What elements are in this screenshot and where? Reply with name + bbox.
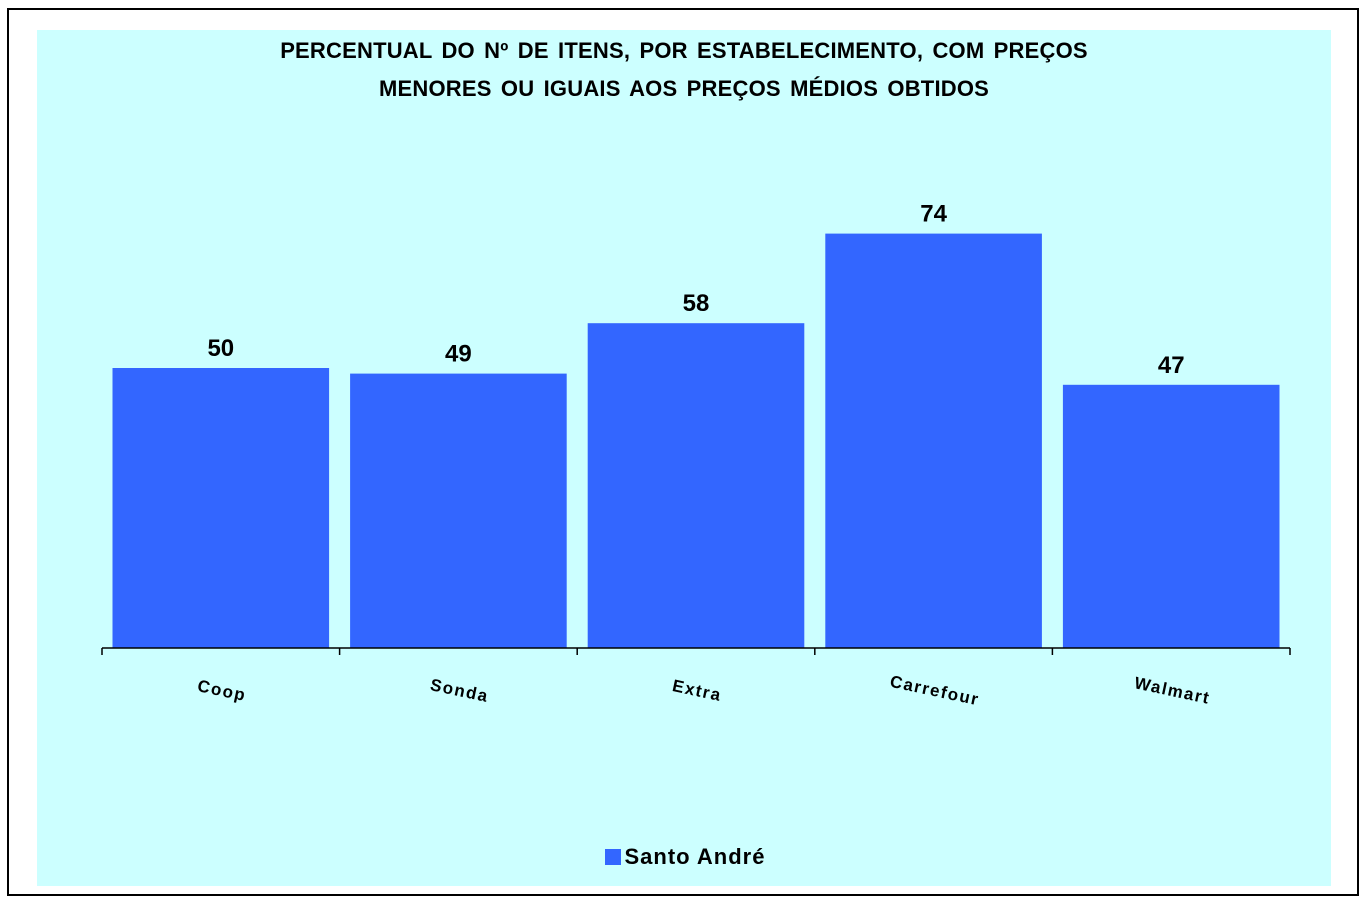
x-tick-label-coop: Coop — [196, 676, 248, 705]
bar-walmart — [1062, 384, 1280, 648]
data-label-extra: 58 — [683, 290, 710, 317]
data-label-coop: 50 — [207, 335, 234, 362]
x-tick-label-walmart: Walmart — [1133, 673, 1212, 708]
chart-title-line-1: PERCENTUAL DO Nº DE ITENS, POR ESTABELEC… — [280, 38, 1088, 63]
bar-sonda — [350, 373, 567, 648]
legend-swatch — [604, 849, 621, 865]
data-label-walmart: 47 — [1158, 352, 1185, 379]
legend-label: Santo André — [624, 844, 766, 869]
bar-carrefour — [825, 233, 1042, 648]
bar-coop — [112, 368, 330, 648]
x-tick-label-sonda: Sonda — [428, 675, 490, 706]
data-label-sonda: 49 — [445, 341, 472, 368]
data-label-carrefour: 74 — [920, 201, 947, 228]
x-tick-label-extra: Extra — [671, 676, 724, 705]
bar-extra — [587, 323, 805, 648]
legend: Santo André — [0, 844, 1370, 870]
x-tick-label-carrefour: Carrefour — [888, 672, 981, 709]
chart-title-line-2: MENORES OU IGUAIS AOS PREÇOS MÉDIOS OBTI… — [378, 76, 990, 101]
